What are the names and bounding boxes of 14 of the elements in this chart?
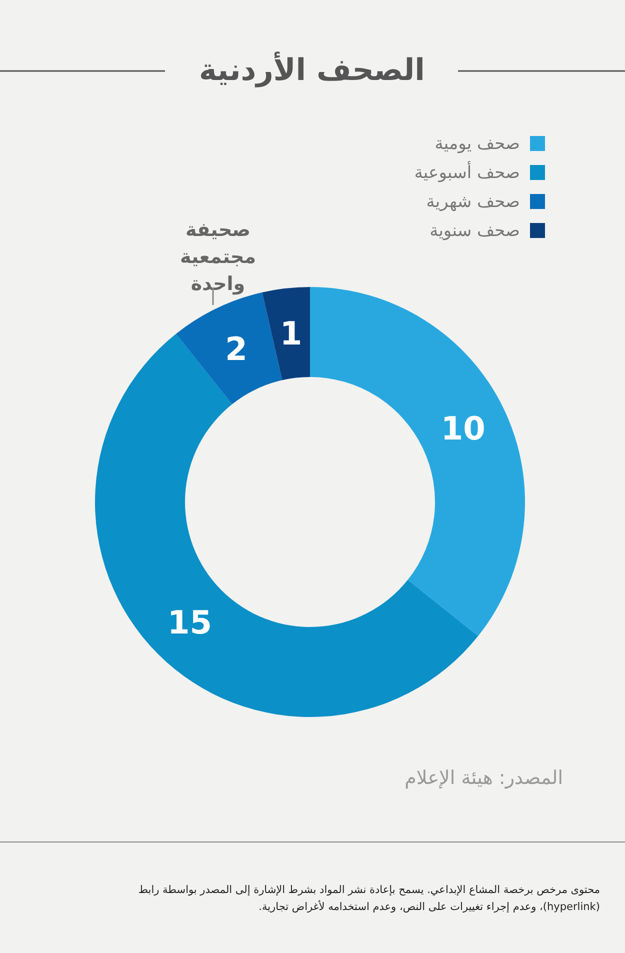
donut-slice (262, 287, 310, 380)
data-label: 2 (225, 330, 248, 368)
data-label: 15 (168, 603, 212, 642)
legend-label: صحف أسبوعية (414, 161, 520, 183)
donut-slice (310, 287, 525, 636)
legend-label: صحف شهرية (426, 192, 520, 212)
data-label: 10 (440, 409, 486, 448)
legend-label: صحف سنوية (430, 221, 520, 241)
text: صحيفة مجتمعية واحدة (180, 219, 256, 295)
data-label: 1 (280, 314, 302, 352)
text: محتوى مرخص برخصة المشاع الإبداعي. يسمح بإعادة نشر المواد بشرط الإشارة إلى المصدر بواسطة رابط (hyperlink)، وعدم إجراء تغييرات على النص، وعدم استخدامه لأغراض تجارية. (138, 884, 600, 913)
legend-label: صحف يومية (434, 134, 520, 154)
text: المصدر: هيئة الإعلام (404, 767, 563, 789)
chart-title: الصحف الأردنية (199, 51, 425, 88)
